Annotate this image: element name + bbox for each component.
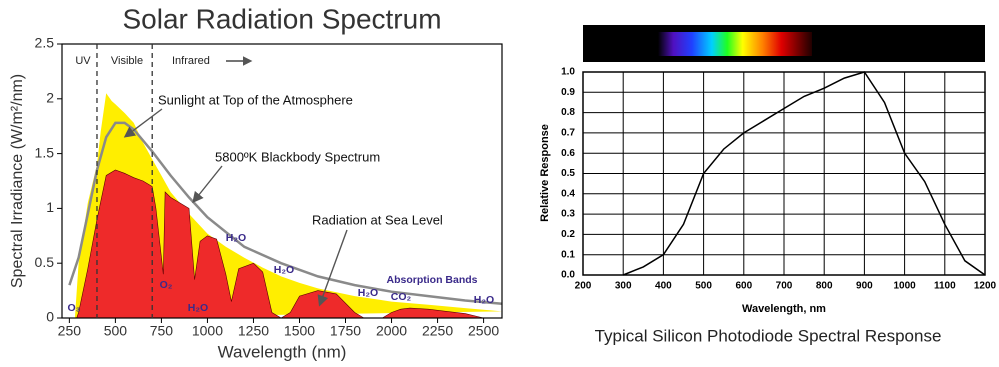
x-tick-label: 600	[735, 281, 752, 292]
y-tick-label: 2.5	[35, 35, 55, 51]
absorption-label: O₂	[160, 279, 173, 291]
y-tick-label: 2	[46, 90, 54, 106]
y-axis-label: Spectral Irradiance (W/m²/nm)	[9, 74, 26, 288]
y-tick-label: 1.5	[35, 144, 55, 160]
region-label: Visible	[111, 55, 143, 67]
y-tick-label: 0.1	[561, 249, 575, 260]
y-axis-label: Relative Response	[539, 124, 551, 222]
series-label: Sunlight at Top of the Atmosphere	[158, 92, 353, 107]
y-tick-label: 1	[46, 199, 54, 215]
x-tick-label: 1500	[284, 323, 315, 339]
y-tick-label: 0.9	[561, 87, 575, 98]
region-label: Infrared	[172, 55, 210, 67]
x-tick-label: 500	[695, 281, 712, 292]
x-axis-label: Wavelength, nm	[742, 303, 826, 315]
absorption-label: CO₂	[391, 291, 412, 303]
y-tick-label: 0.8	[561, 107, 575, 118]
x-tick-label: 1100	[934, 281, 956, 292]
label-arrow	[194, 166, 222, 201]
y-tick-label: 0.0	[561, 270, 575, 281]
y-tick-label: 0.4	[561, 188, 575, 199]
x-tick-label: 900	[856, 281, 873, 292]
y-tick-label: 0.5	[561, 168, 575, 179]
y-tick-label: 1.0	[561, 67, 575, 78]
spectrum-colors	[658, 32, 812, 56]
x-tick-label: 1250	[238, 323, 269, 339]
region-label: UV	[75, 55, 91, 67]
x-tick-label: 1000	[893, 281, 916, 292]
x-tick-label: 300	[615, 281, 632, 292]
x-tick-label: 1750	[330, 323, 361, 339]
x-tick-label: 750	[150, 323, 174, 339]
series-label: Radiation at Sea Level	[312, 212, 443, 227]
x-tick-label: 400	[655, 281, 672, 292]
page: Solar Radiation Spectrum Wavelength (nm)…	[0, 0, 999, 367]
absorption-label: H₂O	[188, 302, 208, 314]
y-tick-label: 0	[46, 309, 54, 325]
absorption-label: H₂O	[274, 264, 294, 276]
y-tick-label: 0.7	[561, 128, 575, 139]
x-tick-label: 2250	[422, 323, 453, 339]
y-tick-label: 0.5	[35, 254, 55, 270]
absorption-label: H₂O	[358, 287, 378, 299]
y-tick-label: 0.2	[561, 229, 575, 240]
chart-title: Solar Radiation Spectrum	[122, 3, 441, 34]
series-label: 5800ºK Blackbody Spectrum	[215, 149, 380, 164]
x-tick-label: 700	[776, 281, 793, 292]
x-tick-label: 2000	[376, 323, 407, 339]
y-tick-label: 0.6	[561, 148, 575, 159]
x-tick-label: 200	[575, 281, 592, 292]
absorption-label: O₃	[67, 302, 80, 314]
x-tick-label: 1200	[974, 281, 997, 292]
x-tick-label: 2500	[468, 323, 499, 339]
y-tick-label: 0.3	[561, 209, 575, 220]
absorption-label: Absorption Bands	[387, 274, 478, 286]
x-axis-label: Wavelength (nm)	[218, 342, 347, 361]
x-tick-label: 250	[58, 323, 82, 339]
x-tick-label: 1000	[192, 323, 223, 339]
x-tick-label: 800	[816, 281, 833, 292]
absorption-label: H₂O	[474, 294, 494, 306]
chart-caption: Typical Silicon Photodiode Spectral Resp…	[595, 326, 942, 345]
absorption-label: H₂O	[226, 232, 246, 244]
x-tick-label: 500	[104, 323, 128, 339]
